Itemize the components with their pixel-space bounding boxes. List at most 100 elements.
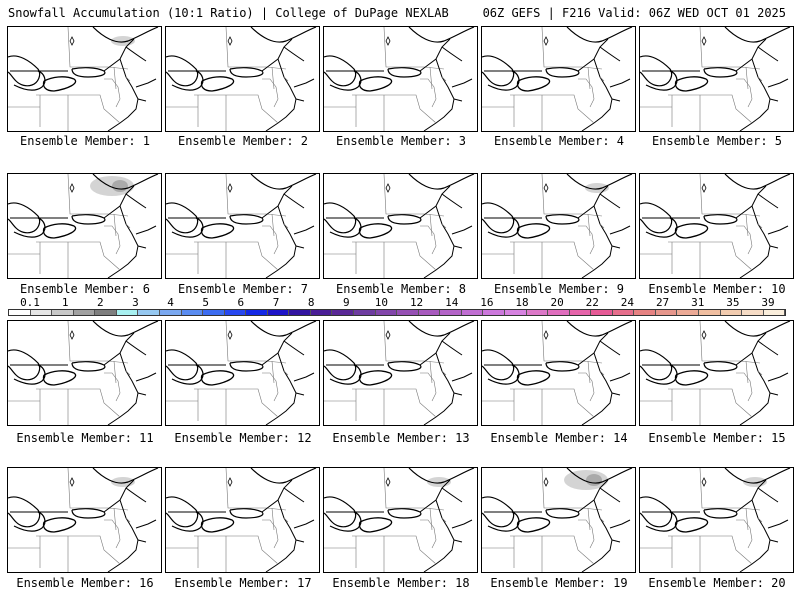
ensemble-member-map <box>165 173 320 279</box>
map-title: Snowfall Accumulation (10:1 Ratio) | Col… <box>8 6 449 20</box>
colorbar-tick-label: 16 <box>480 296 494 309</box>
colorbar-tick-label: 1 <box>61 296 69 309</box>
colorbar-cell <box>95 310 117 315</box>
colorbar-tick-label: 24 <box>620 296 635 309</box>
colorbar-cell <box>699 310 721 315</box>
colorbar-cell <box>677 310 699 315</box>
colorbar-tick-label: 6 <box>237 296 245 309</box>
ensemble-member-label: Ensemble Member: 19 <box>490 576 628 590</box>
snow-area <box>112 180 128 192</box>
ensemble-member-map <box>481 173 636 279</box>
ensemble-member-map <box>639 173 794 279</box>
ensemble-member-label: Ensemble Member: 9 <box>493 282 625 296</box>
colorbar-tick-label: 4 <box>167 296 174 309</box>
ensemble-member-map <box>481 467 636 573</box>
ensemble-member-label: Ensemble Member: 20 <box>648 576 786 590</box>
ensemble-member-map <box>639 26 794 132</box>
snow-area <box>586 474 602 486</box>
colorbar-cell <box>52 310 74 315</box>
colorbar-cell <box>116 310 139 315</box>
colorbar-cell <box>138 310 160 315</box>
ensemble-member-map <box>323 26 478 132</box>
ensemble-member-label: Ensemble Member: 5 <box>651 134 783 148</box>
ensemble-member-map <box>639 467 794 573</box>
basemap <box>8 468 159 572</box>
ensemble-member-label: Ensemble Member: 15 <box>648 431 786 445</box>
colorbar-tick-label: 12 <box>409 296 424 309</box>
colorbar-cell <box>612 310 635 315</box>
colorbar-tick-label: 35 <box>726 296 740 309</box>
colorbar-cell <box>203 310 225 315</box>
colorbar-cell <box>504 310 527 315</box>
colorbar-tick-label: 7 <box>272 296 280 309</box>
colorbar-cell <box>354 310 376 315</box>
basemap <box>640 174 791 278</box>
colorbar-tick-label: 22 <box>585 296 599 309</box>
colorbar-tick-label: 3 <box>132 296 139 309</box>
colorbar-tick-label: 18 <box>515 296 529 309</box>
ensemble-member-label: Ensemble Member: 10 <box>648 282 786 296</box>
basemap <box>482 27 633 131</box>
colorbar-cell <box>526 310 549 315</box>
basemap <box>8 174 159 278</box>
colorbar-cell <box>461 310 484 315</box>
basemap <box>324 174 475 278</box>
run-valid-time: 06Z GEFS | F216 Valid: 06Z WED OCT 01 20… <box>482 6 786 20</box>
ensemble-member-label: Ensemble Member: 2 <box>177 134 309 148</box>
basemap <box>8 27 159 131</box>
colorbar-cell <box>375 310 398 315</box>
ensemble-member-map <box>165 320 320 426</box>
ensemble-member-label: Ensemble Member: 3 <box>335 134 467 148</box>
colorbar-cell <box>73 310 96 315</box>
colorbar-cell <box>397 310 419 315</box>
colorbar-cell <box>224 310 247 315</box>
ensemble-member-label: Ensemble Member: 17 <box>174 576 312 590</box>
colorbar-cell <box>569 310 592 315</box>
colorbar-tick-label: 9 <box>342 296 350 309</box>
ensemble-member-label: Ensemble Member: 4 <box>493 134 625 148</box>
ensemble-member-map <box>7 26 162 132</box>
ensemble-member-map <box>165 26 320 132</box>
snowfall-colorbar <box>8 309 786 316</box>
colorbar-cell <box>289 310 311 315</box>
basemap <box>640 468 791 572</box>
ensemble-member-map <box>165 467 320 573</box>
ensemble-member-label: Ensemble Member: 12 <box>174 431 312 445</box>
colorbar-tick-label: 0.1 <box>20 296 40 309</box>
colorbar-cell <box>763 310 786 315</box>
colorbar-cell <box>548 310 570 315</box>
colorbar-tick-label: 20 <box>550 296 564 309</box>
colorbar-cell <box>483 310 505 315</box>
basemap <box>166 468 317 572</box>
ensemble-member-label: Ensemble Member: 7 <box>177 282 309 296</box>
colorbar-tick-label: 31 <box>691 296 705 309</box>
colorbar-cell <box>310 310 333 315</box>
colorbar-cell <box>720 310 743 315</box>
basemap <box>640 27 791 131</box>
basemap <box>8 321 159 425</box>
ensemble-member-map <box>7 173 162 279</box>
colorbar-cell <box>30 310 53 315</box>
ensemble-member-map <box>323 467 478 573</box>
ensemble-member-map <box>481 320 636 426</box>
colorbar-tick-label: 10 <box>374 296 389 309</box>
basemap <box>166 174 317 278</box>
colorbar-tick-label: 2 <box>96 296 104 309</box>
ensemble-member-label: Ensemble Member: 18 <box>332 576 470 590</box>
basemap <box>166 27 317 131</box>
colorbar-tick-label: 5 <box>202 296 210 309</box>
ensemble-member-map <box>323 320 478 426</box>
ensemble-member-map <box>639 320 794 426</box>
colorbar-cell <box>267 310 290 315</box>
ensemble-member-label: Ensemble Member: 13 <box>332 431 470 445</box>
ensemble-member-map <box>7 467 162 573</box>
basemap <box>482 321 633 425</box>
ensemble-member-map <box>323 173 478 279</box>
basemap <box>324 27 475 131</box>
colorbar-cell <box>9 310 31 315</box>
colorbar-cell <box>655 310 678 315</box>
colorbar-cell <box>181 310 204 315</box>
colorbar-cell <box>742 310 764 315</box>
colorbar-tick-label: 8 <box>307 296 315 309</box>
ensemble-member-label: Ensemble Member: 14 <box>490 431 628 445</box>
